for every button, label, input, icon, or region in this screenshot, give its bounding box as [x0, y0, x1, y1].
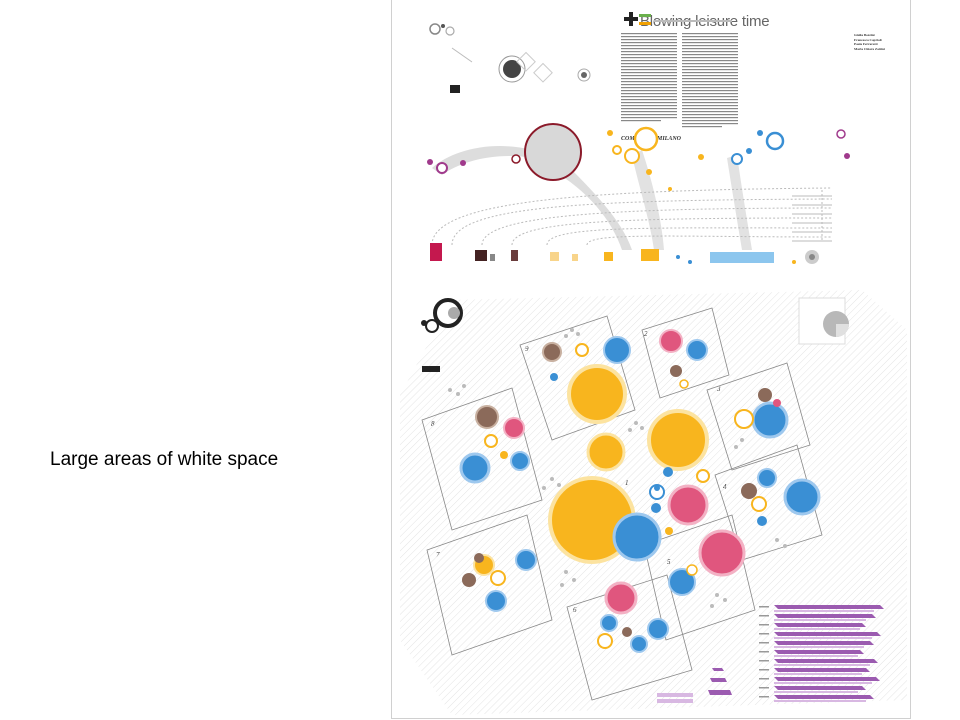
- pie-legend: [798, 297, 849, 345]
- author-name: Francesca Caprioli: [854, 37, 882, 42]
- title-underline: [654, 20, 732, 22]
- bottom-legend: [657, 668, 732, 703]
- map-legend: [421, 298, 463, 372]
- bubble-cluster: [459, 329, 821, 653]
- network-diagram: [427, 123, 850, 250]
- intro-text-right: [682, 33, 738, 128]
- logo-plus-stem: [629, 12, 633, 26]
- author-name: Paola Ferrarotti: [854, 42, 878, 47]
- poster-graphics: [400, 12, 907, 715]
- logo-yellow-bar: [639, 22, 651, 25]
- purple-bar-chart: [759, 605, 884, 702]
- zone-frames: [421, 307, 823, 701]
- poster-authors: Giulia Bozzini Francesca Caprioli Paola …: [854, 33, 906, 51]
- intro-text-left: [621, 33, 677, 122]
- top-legend: [429, 23, 591, 93]
- author-name: Maria Chiara Zaitini: [854, 46, 885, 51]
- logo-green-bar: [639, 14, 651, 17]
- icon-dots: [448, 328, 787, 608]
- author-name: Giulia Bozzini: [854, 33, 875, 37]
- pictogram-row: [430, 243, 819, 264]
- slide-caption: Large areas of white space: [50, 449, 279, 470]
- infographic-poster: Blowing leisure time COMUNE DI MILANO Gi…: [391, 0, 911, 719]
